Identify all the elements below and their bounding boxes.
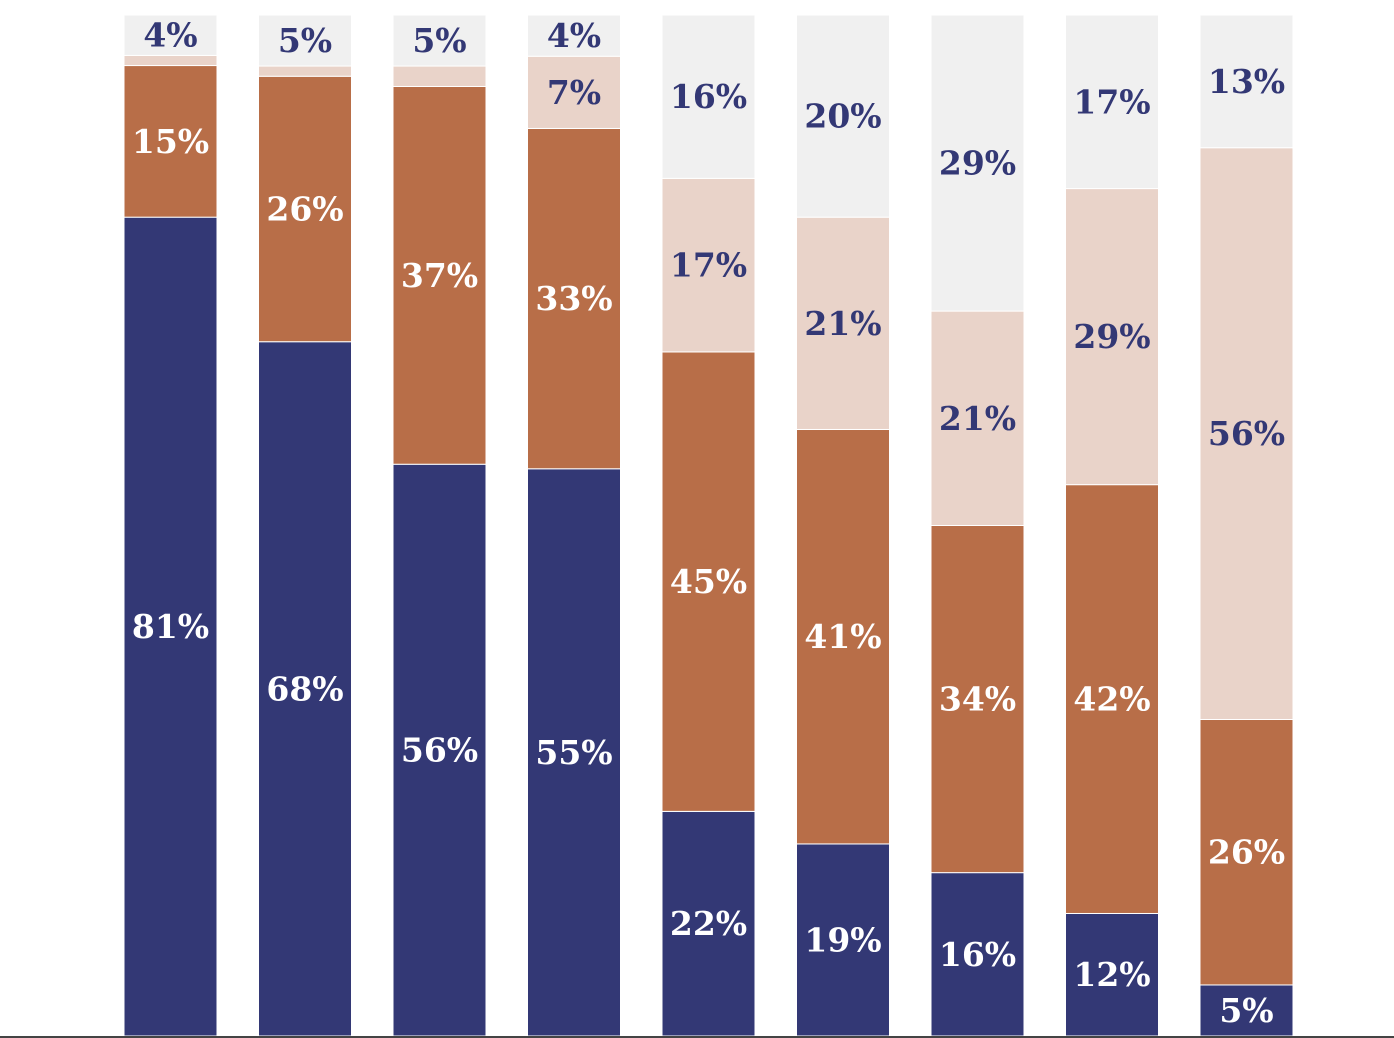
bar-3-series-3 (392, 65, 487, 87)
data-label-bar-3-series-1: 56% (401, 731, 478, 770)
chart-data-labels: 81% 15% 4% 68% 26% 5% 56% 37% 5% 55% 33% 7% 4% 22% 45%… (132, 16, 1285, 1030)
data-label-bar-7-series-1: 16% (939, 935, 1016, 974)
bar-1-series-4 (123, 14, 218, 56)
bar-8-series-1 (1065, 912, 1159, 1037)
data-label-bar-5-series-1: 22% (670, 904, 747, 943)
data-label-bar-6-series-4: 20% (804, 97, 881, 136)
chart-bars (123, 14, 1294, 1037)
data-label-bar-9-series-1: 5% (1219, 991, 1273, 1030)
data-label-bar-4-series-3: 7% (547, 73, 601, 112)
data-label-bar-9-series-3: 56% (1208, 414, 1285, 453)
bar-7-series-3 (930, 310, 1025, 526)
data-label-bar-8-series-2: 42% (1073, 680, 1150, 719)
data-label-bar-4-series-4: 4% (547, 16, 601, 55)
data-label-bar-8-series-3: 29% (1073, 317, 1150, 356)
bar-4-series-2 (527, 127, 621, 470)
data-label-bar-3-series-4: 5% (412, 21, 466, 60)
bar-6-series-2 (796, 428, 890, 845)
bar-3-series-1 (392, 463, 487, 1037)
bar-8-series-2 (1065, 484, 1159, 914)
data-label-bar-3-series-2: 37% (401, 256, 478, 295)
data-label-bar-7-series-4: 29% (939, 144, 1016, 183)
bar-9-series-2 (1199, 718, 1294, 986)
bar-4-series-3 (527, 55, 621, 129)
data-label-bar-9-series-4: 13% (1208, 62, 1285, 101)
bar-9-series-4 (1199, 14, 1294, 149)
data-label-bar-9-series-2: 26% (1208, 833, 1285, 872)
bar-6-series-1 (796, 843, 890, 1037)
data-label-bar-4-series-2: 33% (535, 279, 612, 318)
data-label-bar-7-series-3: 21% (939, 399, 1016, 438)
data-label-bar-7-series-2: 34% (939, 680, 1016, 719)
bar-2-series-1 (258, 341, 352, 1037)
bar-2-series-3 (258, 65, 352, 77)
data-label-bar-2-series-1: 68% (266, 669, 343, 708)
data-label-bar-5-series-2: 45% (670, 562, 747, 601)
bar-5-series-4 (661, 14, 756, 179)
bar-5-series-2 (661, 351, 756, 812)
bar-3-series-2 (392, 85, 487, 465)
bar-2-series-2 (258, 75, 352, 343)
data-label-bar-5-series-3: 17% (670, 246, 747, 285)
data-label-bar-6-series-2: 41% (804, 617, 881, 656)
data-label-bar-8-series-1: 12% (1073, 955, 1150, 994)
bar-1-series-3 (123, 54, 218, 67)
bar-1-series-1 (123, 216, 218, 1037)
data-label-bar-2-series-4: 5% (278, 21, 332, 60)
bar-6-series-4 (796, 14, 890, 218)
bar-5-series-3 (661, 177, 756, 353)
data-label-bar-4-series-1: 55% (535, 733, 612, 772)
data-label-bar-6-series-3: 21% (804, 304, 881, 343)
data-label-bar-6-series-1: 19% (804, 920, 881, 959)
bar-9-series-1 (1199, 984, 1294, 1037)
data-label-bar-8-series-4: 17% (1073, 82, 1150, 121)
bar-9-series-3 (1199, 147, 1294, 720)
bar-6-series-3 (796, 216, 890, 430)
bar-7-series-4 (930, 14, 1025, 312)
data-label-bar-2-series-2: 26% (266, 189, 343, 228)
bar-4-series-1 (527, 468, 621, 1037)
bar-1-series-2 (123, 65, 218, 218)
data-label-bar-5-series-4: 16% (670, 77, 747, 116)
bar-2-series-4 (258, 14, 352, 67)
bar-3-series-4 (392, 14, 487, 67)
bar-4-series-4 (527, 14, 621, 57)
bar-8-series-3 (1065, 188, 1159, 486)
bar-8-series-4 (1065, 14, 1159, 190)
data-label-bar-1-series-4: 4% (143, 16, 197, 55)
data-label-bar-1-series-1: 81% (132, 607, 209, 646)
bar-7-series-2 (930, 525, 1025, 874)
data-label-bar-1-series-2: 15% (132, 122, 209, 161)
